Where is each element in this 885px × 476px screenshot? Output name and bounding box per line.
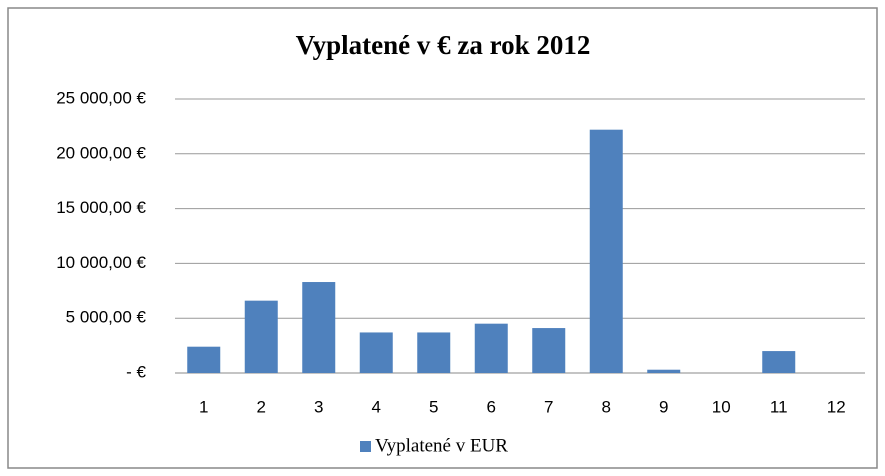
x-tick-label: 7 [544,397,553,416]
y-tick-label: 5 000,00 € [66,308,147,327]
y-tick-label: 15 000,00 € [56,198,146,217]
x-tick-label: 9 [659,397,668,416]
x-tick-label: 10 [712,397,731,416]
bar [359,332,393,373]
y-tick-label: 10 000,00 € [56,253,146,272]
x-tick-label: 5 [429,397,438,416]
x-tick-label: 2 [257,397,266,416]
bar [474,323,508,373]
bar [417,332,451,373]
y-tick-label: 20 000,00 € [56,143,146,162]
legend-label: Vyplatené v EUR [375,435,508,456]
chart-title: Vyplatené v € za rok 2012 [296,30,591,60]
bar [647,369,681,373]
x-tick-label: 1 [199,397,208,416]
y-tick-label: - € [126,362,146,381]
y-tick-label: 25 000,00 € [56,88,146,107]
x-tick-label: 3 [314,397,323,416]
x-tick-label: 8 [602,397,611,416]
bar [244,300,278,373]
x-tick-label: 12 [827,397,846,416]
bar [589,129,623,373]
legend-swatch [360,441,371,452]
x-tick-label: 11 [770,397,788,416]
x-tick-label: 6 [487,397,496,416]
bar [302,282,336,373]
bar [532,328,566,373]
bar [187,346,221,373]
x-tick-label: 4 [372,397,381,416]
bar [762,351,796,373]
chart-border [7,7,878,469]
